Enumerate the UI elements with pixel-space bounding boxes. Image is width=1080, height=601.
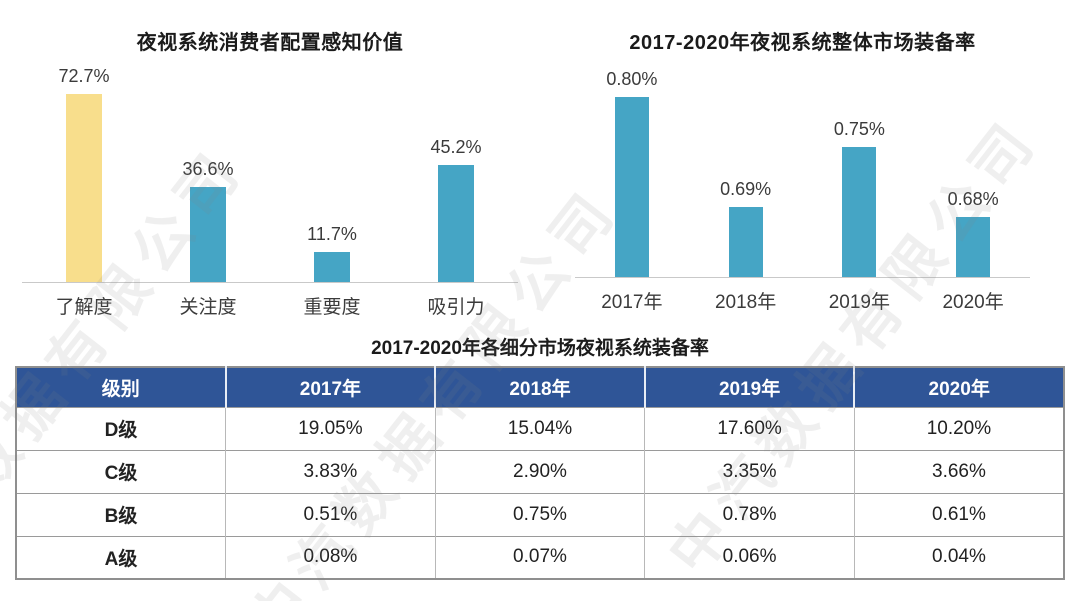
row-label: A级 xyxy=(16,535,226,579)
table-cell: 19.05% xyxy=(225,406,436,450)
table-row: C级 3.83% 2.90% 3.35% 3.66% xyxy=(16,449,1064,493)
row-label: B级 xyxy=(16,492,226,536)
bar-value-label: 0.75% xyxy=(833,119,885,139)
category-label: 2018年 xyxy=(714,292,777,313)
category-label: 关注度 xyxy=(179,297,237,318)
column-header-2018: 2018年 xyxy=(434,367,645,407)
bar-group: 45.2% xyxy=(394,137,518,282)
table-cell: 0.07% xyxy=(434,535,645,579)
column-header-2017: 2017年 xyxy=(224,367,436,407)
bar-group: 0.80% xyxy=(575,69,689,277)
table-cell: 0.51% xyxy=(225,492,436,536)
category-label: 2019年 xyxy=(828,292,891,313)
category-label: 吸引力 xyxy=(427,297,485,318)
bar xyxy=(314,252,350,282)
bar-value-label: 36.6% xyxy=(182,159,234,179)
bar-value-label: 11.7% xyxy=(307,224,357,244)
table-row: B级 0.51% 0.75% 0.78% 0.61% xyxy=(16,492,1064,536)
chart-overall-market-equip-rate: 2017-2020年夜视系统整体市场装备率 0.80% 0.69% 0.75% … xyxy=(575,14,1030,314)
bar xyxy=(614,97,649,277)
chart-consumer-perceived-value: 夜视系统消费者配置感知价值 72.7% 36.6% 11.7% 45.2% 了解… xyxy=(22,14,518,319)
chart-title: 夜视系统消费者配置感知价值 xyxy=(136,32,404,54)
bar-group: 11.7% xyxy=(270,224,394,282)
category-label: 2017年 xyxy=(601,292,663,313)
row-label: C级 xyxy=(16,449,226,493)
bar-group: 0.69% xyxy=(689,179,803,277)
table-cell: 3.66% xyxy=(853,449,1064,493)
category-axis: 了解度 关注度 重要度 吸引力 xyxy=(22,283,518,319)
table-cell: 0.08% xyxy=(225,535,436,579)
column-header-2019: 2019年 xyxy=(643,367,855,407)
column-header-2020: 2020年 xyxy=(853,367,1064,407)
bar xyxy=(438,165,474,282)
bar-group: 0.75% xyxy=(803,119,917,277)
bar-group: 0.68% xyxy=(916,189,1030,277)
table-cell: 2.90% xyxy=(434,449,645,493)
bar-group: 36.6% xyxy=(146,159,270,282)
category-axis: 2017年 2018年 2019年 2020年 xyxy=(575,278,1030,314)
table-row: A级 0.08% 0.07% 0.06% 0.04% xyxy=(16,535,1064,579)
bar-plot-area: 0.80% 0.69% 0.75% 0.68% xyxy=(575,55,1030,278)
category-label: 2020年 xyxy=(942,292,1004,313)
bar-value-label: 0.69% xyxy=(720,179,772,199)
bar xyxy=(66,94,102,282)
bar-value-label: 45.2% xyxy=(430,137,482,157)
table-cell: 15.04% xyxy=(434,406,645,450)
category-label: 了解度 xyxy=(55,297,113,318)
table-cell: 0.06% xyxy=(644,535,855,579)
bar xyxy=(190,187,226,282)
table-cell: 0.04% xyxy=(853,535,1064,579)
table-row: D级 19.05% 15.04% 17.60% 10.20% xyxy=(16,406,1064,450)
table-title: 2017-2020年各细分市场夜视系统装备率 xyxy=(371,338,709,359)
table-header-row: 级别 2017年 2018年 2019年 2020年 xyxy=(16,367,1064,407)
table-cell: 17.60% xyxy=(644,406,855,450)
category-label: 重要度 xyxy=(303,297,361,318)
bar-value-label: 0.80% xyxy=(606,69,658,89)
table-cell: 0.61% xyxy=(853,492,1064,536)
bar-value-label: 0.68% xyxy=(947,189,999,209)
table-cell: 3.35% xyxy=(644,449,855,493)
bar-value-label: 72.7% xyxy=(58,66,110,86)
table-cell: 10.20% xyxy=(853,406,1064,450)
table-cell: 0.78% xyxy=(644,492,855,536)
bar-plot-area: 72.7% 36.6% 11.7% 45.2% xyxy=(22,55,518,283)
column-header-level: 级别 xyxy=(16,367,226,407)
segment-equip-rate-table: 级别 2017年 2018年 2019年 2020年 D级 19.05% 15.… xyxy=(15,366,1065,580)
chart-title: 2017-2020年夜视系统整体市场装备率 xyxy=(629,32,976,54)
row-label: D级 xyxy=(16,406,226,450)
table-cell: 0.75% xyxy=(434,492,645,536)
bar xyxy=(956,217,991,277)
bar xyxy=(842,147,877,277)
table-cell: 3.83% xyxy=(225,449,436,493)
bar xyxy=(728,207,763,277)
bar-group: 72.7% xyxy=(22,66,146,282)
